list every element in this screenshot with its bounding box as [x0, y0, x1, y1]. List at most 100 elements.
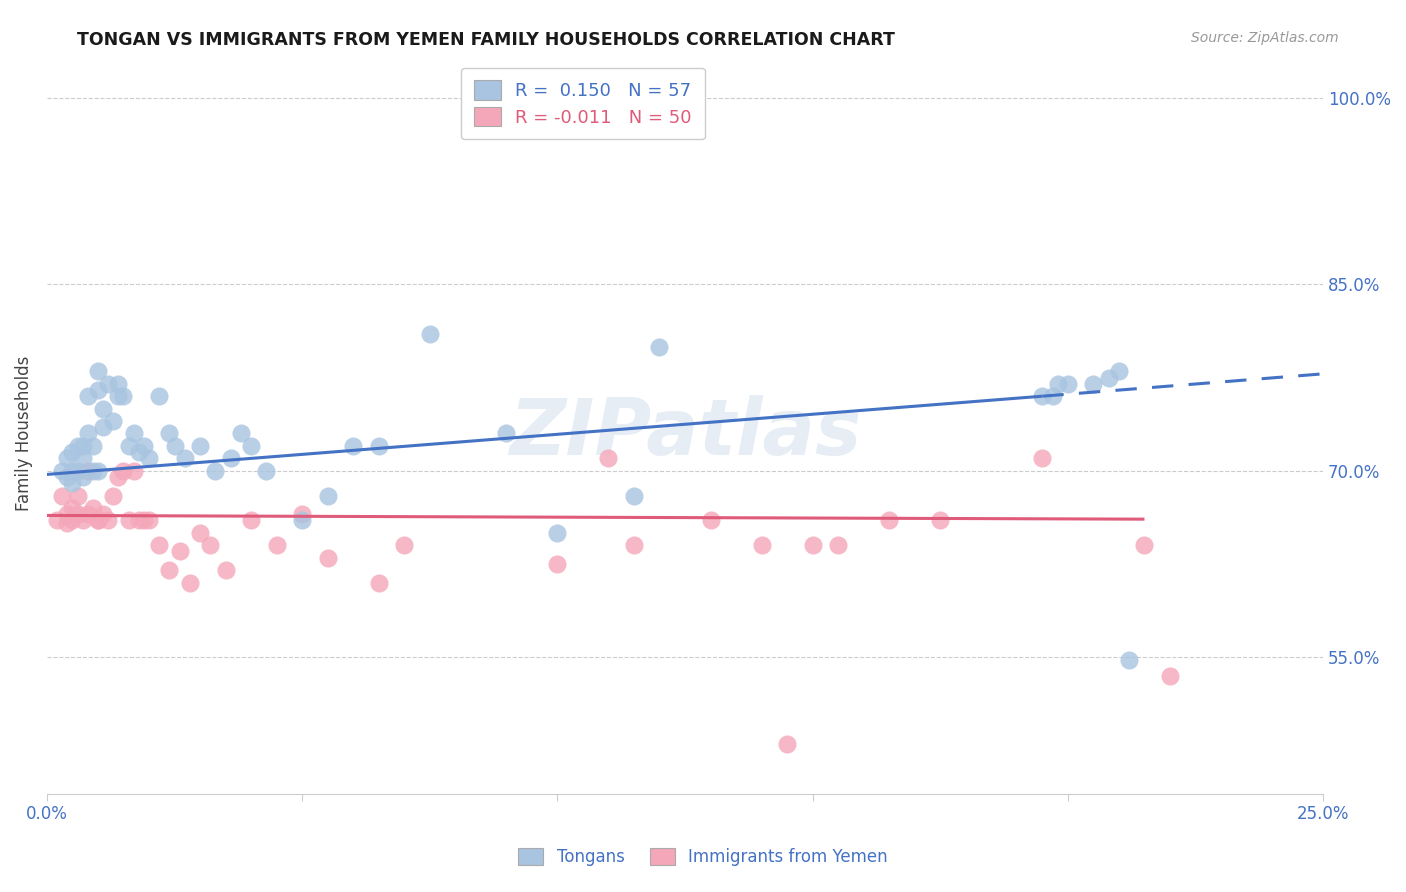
Point: [1159, 668, 1181, 682]
Point: [188, 439, 211, 453]
Point: [751, 538, 773, 552]
Point: [112, 464, 135, 478]
Point: [316, 550, 339, 565]
Point: [929, 513, 952, 527]
Point: [240, 439, 263, 453]
Point: [219, 451, 242, 466]
Point: [107, 389, 129, 403]
Point: [342, 439, 364, 453]
Point: [291, 507, 314, 521]
Point: [214, 563, 236, 577]
Point: [138, 513, 160, 527]
Point: [76, 389, 98, 403]
Point: [1083, 376, 1105, 391]
Point: [76, 507, 98, 521]
Point: [266, 538, 288, 552]
Point: [56, 470, 79, 484]
Point: [56, 451, 79, 466]
Point: [419, 327, 441, 342]
Point: [82, 500, 104, 515]
Point: [87, 383, 110, 397]
Point: [1042, 389, 1064, 403]
Point: [138, 451, 160, 466]
Point: [117, 439, 139, 453]
Point: [87, 513, 110, 527]
Point: [91, 420, 114, 434]
Point: [51, 489, 73, 503]
Point: [367, 439, 389, 453]
Point: [169, 544, 191, 558]
Point: [87, 464, 110, 478]
Point: [598, 451, 620, 466]
Point: [157, 426, 180, 441]
Point: [1046, 376, 1069, 391]
Point: [877, 513, 900, 527]
Point: [495, 426, 517, 441]
Point: [103, 414, 125, 428]
Point: [103, 489, 125, 503]
Point: [72, 470, 94, 484]
Point: [148, 389, 170, 403]
Point: [107, 470, 129, 484]
Point: [200, 538, 222, 552]
Point: [72, 439, 94, 453]
Point: [66, 507, 89, 521]
Point: [107, 376, 129, 391]
Point: [801, 538, 824, 552]
Point: [132, 513, 155, 527]
Point: [97, 376, 120, 391]
Point: [117, 513, 139, 527]
Point: [648, 339, 671, 353]
Legend: Tongans, Immigrants from Yemen: Tongans, Immigrants from Yemen: [512, 841, 894, 873]
Point: [62, 500, 84, 515]
Point: [240, 513, 263, 527]
Point: [1057, 376, 1080, 391]
Point: [72, 513, 94, 527]
Point: [1031, 389, 1053, 403]
Point: [394, 538, 416, 552]
Y-axis label: Family Households: Family Households: [15, 356, 32, 511]
Point: [179, 575, 201, 590]
Point: [128, 513, 150, 527]
Point: [62, 513, 84, 527]
Point: [367, 575, 389, 590]
Point: [72, 451, 94, 466]
Point: [97, 513, 120, 527]
Point: [66, 439, 89, 453]
Point: [91, 401, 114, 416]
Point: [1108, 364, 1130, 378]
Point: [546, 557, 568, 571]
Point: [229, 426, 252, 441]
Point: [87, 513, 110, 527]
Point: [76, 464, 98, 478]
Legend: R =  0.150   N = 57, R = -0.011   N = 50: R = 0.150 N = 57, R = -0.011 N = 50: [461, 68, 704, 139]
Point: [623, 538, 645, 552]
Point: [204, 464, 226, 478]
Point: [1098, 370, 1121, 384]
Point: [173, 451, 195, 466]
Point: [254, 464, 277, 478]
Point: [122, 426, 145, 441]
Point: [1031, 451, 1053, 466]
Point: [188, 525, 211, 540]
Point: [827, 538, 849, 552]
Point: [122, 464, 145, 478]
Point: [87, 364, 110, 378]
Point: [91, 507, 114, 521]
Point: [128, 445, 150, 459]
Point: [776, 737, 799, 751]
Point: [62, 464, 84, 478]
Point: [76, 426, 98, 441]
Point: [112, 389, 135, 403]
Point: [148, 538, 170, 552]
Point: [291, 513, 314, 527]
Point: [163, 439, 186, 453]
Point: [56, 516, 79, 530]
Point: [82, 464, 104, 478]
Point: [1118, 652, 1140, 666]
Point: [51, 464, 73, 478]
Point: [157, 563, 180, 577]
Text: ZIPatlas: ZIPatlas: [509, 395, 860, 472]
Point: [546, 525, 568, 540]
Text: TONGAN VS IMMIGRANTS FROM YEMEN FAMILY HOUSEHOLDS CORRELATION CHART: TONGAN VS IMMIGRANTS FROM YEMEN FAMILY H…: [77, 31, 896, 49]
